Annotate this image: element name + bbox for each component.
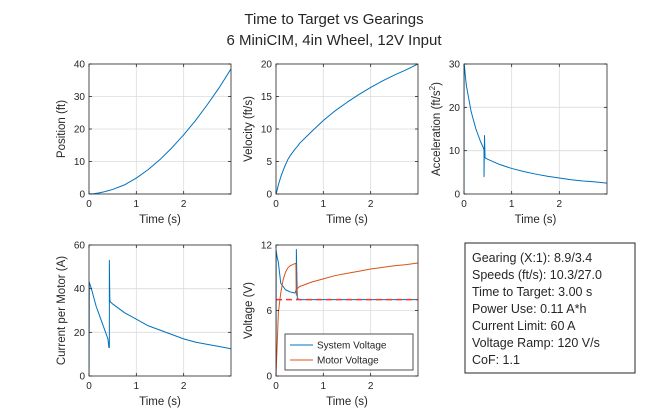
velocity-series-0-line bbox=[276, 63, 418, 195]
voltage-series-motor-voltage-line bbox=[276, 262, 418, 377]
acceleration-series-0-line bbox=[464, 63, 607, 195]
velocity-x-tick-label: 1 bbox=[321, 199, 327, 210]
info-gearing: Gearing (X:1): 8.9/3.4 bbox=[472, 251, 592, 265]
info-time-to-target: Time to Target: 3.00 s bbox=[472, 285, 592, 299]
voltage-x-tick-label: 1 bbox=[321, 381, 327, 392]
velocity-y-tick-label: 0 bbox=[266, 190, 272, 201]
info-box: Gearing (X:1): 8.9/3.4 Speeds (ft/s): 10… bbox=[464, 242, 636, 374]
position-y-tick-label: 20 bbox=[74, 125, 86, 136]
voltage-x-axis-label: Time (s) bbox=[326, 396, 368, 408]
velocity-x-axis-label: Time (s) bbox=[326, 214, 368, 226]
current-axes-background bbox=[89, 245, 231, 376]
acceleration-y-label-suffix: ) bbox=[431, 82, 443, 86]
acceleration-axes-frame bbox=[463, 63, 608, 195]
acceleration-y-label-superscript: 2 bbox=[428, 85, 437, 90]
legend-label-system-voltage: System Voltage bbox=[317, 341, 387, 352]
voltage-y-axis-label: Voltage (V) bbox=[243, 282, 255, 339]
position-y-tick-label: 40 bbox=[74, 60, 86, 71]
current-series-0-line bbox=[89, 259, 231, 377]
position-y-tick-label: 10 bbox=[74, 157, 86, 168]
acceleration-y-tick-label: 0 bbox=[454, 190, 460, 201]
voltage-y-tick-label: 6 bbox=[266, 306, 272, 317]
acceleration-y-label-base: Acceleration (ft/s bbox=[431, 90, 443, 176]
current-y-tick-label: 20 bbox=[74, 328, 86, 339]
figure-title: Time to Target vs Gearings bbox=[244, 11, 423, 28]
acceleration-x-tick-label: 2 bbox=[557, 199, 563, 210]
acceleration-y-tick-label: 30 bbox=[449, 60, 461, 71]
acceleration-x-axis-label: Time (s) bbox=[515, 214, 557, 226]
voltage-series-group bbox=[276, 248, 418, 377]
position-y-axis-label: Position (ft) bbox=[56, 100, 68, 158]
current-x-tick-label: 2 bbox=[181, 381, 187, 392]
current-y-tick-label: 60 bbox=[74, 241, 86, 252]
velocity-series-group bbox=[276, 63, 418, 195]
info-voltage-ramp: Voltage Ramp: 120 V/s bbox=[472, 336, 600, 350]
acceleration-y-tick-label: 10 bbox=[449, 146, 461, 157]
info-power-use: Power Use: 0.11 A*h bbox=[472, 302, 586, 316]
voltage-y-tick-label: 12 bbox=[261, 241, 273, 252]
current-y-tick-label: 0 bbox=[79, 372, 85, 383]
info-cof: CoF: 1.1 bbox=[472, 353, 520, 367]
info-current-limit: Current Limit: 60 A bbox=[472, 319, 576, 333]
current-series-group bbox=[89, 259, 231, 377]
current-y-tick-label: 40 bbox=[74, 284, 86, 295]
position-y-tick-label: 30 bbox=[74, 92, 86, 103]
position-x-tick-label: 0 bbox=[86, 199, 92, 210]
position-series-group bbox=[89, 68, 231, 195]
current-y-axis-label: Current per Motor (A) bbox=[56, 256, 68, 365]
acceleration-series-group bbox=[464, 63, 607, 195]
position-x-tick-label: 2 bbox=[181, 199, 187, 210]
velocity-y-axis-label: Velocity (ft/s) bbox=[243, 96, 255, 162]
position-x-tick-label: 1 bbox=[134, 199, 140, 210]
voltage-legend: System Voltage Motor Voltage bbox=[284, 333, 414, 371]
acceleration-x-tick-label: 0 bbox=[461, 199, 467, 210]
velocity-y-tick-label: 5 bbox=[266, 157, 272, 168]
acceleration-y-axis-label: Acceleration (ft/s2) bbox=[428, 82, 443, 176]
current-axes-frame bbox=[88, 244, 232, 377]
voltage-x-tick-label: 0 bbox=[273, 381, 279, 392]
acceleration-axes-background bbox=[464, 64, 607, 194]
legend-label-motor-voltage: Motor Voltage bbox=[317, 356, 379, 367]
current-x-axis-label: Time (s) bbox=[139, 396, 181, 408]
acceleration-x-tick-label: 1 bbox=[509, 199, 515, 210]
figure-subtitle: 6 MiniCIM, 4in Wheel, 12V Input bbox=[226, 32, 442, 49]
position-series-0-line bbox=[89, 68, 231, 195]
velocity-x-tick-label: 2 bbox=[368, 199, 374, 210]
velocity-y-tick-label: 15 bbox=[261, 92, 273, 103]
info-speeds: Speeds (ft/s): 10.3/27.0 bbox=[472, 268, 602, 282]
velocity-x-tick-label: 0 bbox=[273, 199, 279, 210]
voltage-y-tick-label: 0 bbox=[266, 372, 272, 383]
legend-frame bbox=[284, 333, 414, 371]
voltage-x-tick-label: 2 bbox=[368, 381, 374, 392]
velocity-y-tick-label: 20 bbox=[261, 60, 273, 71]
current-x-tick-label: 0 bbox=[86, 381, 92, 392]
velocity-y-tick-label: 10 bbox=[261, 125, 273, 136]
acceleration-y-tick-label: 20 bbox=[449, 103, 461, 114]
position-x-axis-label: Time (s) bbox=[139, 214, 181, 226]
info-box-frame bbox=[464, 242, 636, 374]
position-y-tick-label: 0 bbox=[79, 190, 85, 201]
current-x-tick-label: 1 bbox=[134, 381, 140, 392]
